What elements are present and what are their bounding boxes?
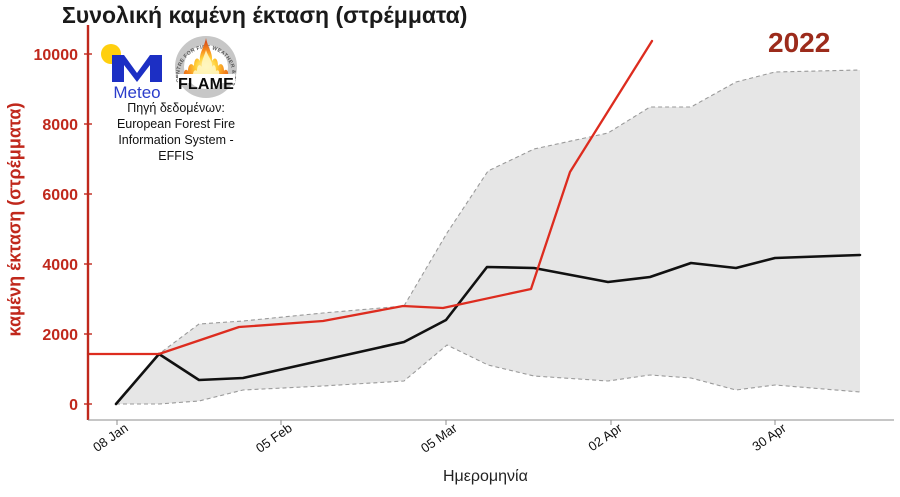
svg-text:FLAME: FLAME bbox=[178, 76, 234, 93]
svg-text:2000: 2000 bbox=[42, 327, 78, 344]
svg-text:10000: 10000 bbox=[34, 47, 79, 64]
svg-text:4000: 4000 bbox=[42, 257, 78, 274]
svg-text:02 Apr: 02 Apr bbox=[585, 420, 625, 454]
svg-text:05 Mar: 05 Mar bbox=[418, 420, 460, 456]
svg-text:8000: 8000 bbox=[42, 117, 78, 134]
svg-text:0: 0 bbox=[69, 397, 78, 414]
svg-text:30 Apr: 30 Apr bbox=[749, 420, 789, 454]
svg-text:05 Feb: 05 Feb bbox=[253, 420, 295, 456]
svg-text:6000: 6000 bbox=[42, 187, 78, 204]
svg-text:08 Jan: 08 Jan bbox=[90, 420, 131, 455]
